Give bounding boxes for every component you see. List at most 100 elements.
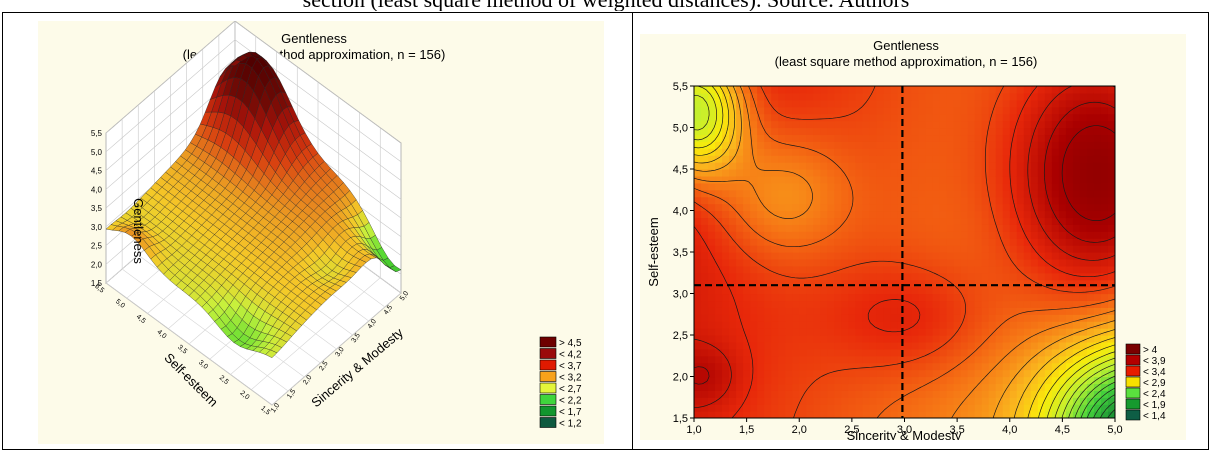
contour-cell — [974, 189, 983, 198]
contour-cell — [841, 196, 849, 205]
surface-z-tick-label: 2,0 — [91, 260, 103, 269]
contour-cell — [1065, 258, 1074, 267]
contour-cell — [1093, 341, 1102, 350]
contour-cell — [799, 397, 807, 405]
contour-cell — [1093, 272, 1102, 281]
contour-cell — [799, 341, 807, 350]
contour-cell — [897, 99, 906, 108]
surface-x-tick-label: 1,5 — [286, 388, 297, 400]
contour-cell — [1002, 390, 1011, 398]
contour-cell — [862, 314, 871, 322]
contour-cell — [827, 307, 835, 315]
contour-cell — [806, 376, 814, 385]
contour-cell — [841, 355, 849, 364]
contour-cell — [827, 162, 835, 170]
contour-cell — [827, 258, 835, 267]
contour-cell — [701, 404, 709, 412]
contour-cell — [1051, 258, 1060, 267]
contour-cell — [1058, 258, 1067, 267]
contour-cell — [967, 92, 976, 101]
contour-cell — [841, 92, 849, 101]
contour-cell — [960, 307, 969, 315]
contour-isoline — [694, 86, 1115, 418]
contour-cell — [848, 376, 856, 385]
contour-cell — [792, 245, 800, 253]
contour-cell — [946, 411, 955, 418]
contour-cell — [946, 321, 955, 329]
contour-cell — [1009, 155, 1018, 163]
contour-cell — [967, 272, 976, 281]
contour-cell — [827, 148, 835, 156]
contour-cell — [750, 148, 758, 156]
contour-cell — [799, 196, 807, 205]
contour-cell — [708, 328, 716, 336]
contour-cell — [1023, 411, 1032, 418]
contour-cell — [778, 175, 786, 184]
contour-cell — [967, 175, 976, 184]
contour-cell — [890, 224, 899, 232]
contour-cell — [1065, 314, 1074, 322]
contour-cell — [1093, 314, 1102, 322]
contour-cell — [967, 169, 976, 177]
contour-cell — [1072, 328, 1081, 336]
contour-cell — [785, 307, 793, 315]
contour-cell — [932, 148, 941, 156]
contour-cell — [778, 383, 786, 391]
contour-cell — [981, 258, 990, 267]
contour-cell — [1037, 231, 1046, 239]
contour-cell — [708, 231, 716, 239]
contour-cell — [701, 355, 709, 364]
contour-cell — [841, 113, 849, 122]
contour-cell — [848, 127, 856, 136]
contour-cell — [1072, 300, 1081, 308]
contour-cell — [1037, 279, 1046, 288]
contour-cell — [743, 279, 751, 288]
contour-cell — [743, 189, 751, 198]
contour-cell — [1100, 383, 1109, 391]
contour-cell — [792, 196, 800, 205]
contour-cell — [995, 335, 1004, 343]
contour-cell — [1009, 265, 1018, 274]
contour-cell — [736, 321, 744, 329]
contour-cell — [855, 355, 863, 364]
contour-cell — [890, 86, 899, 94]
contour-cell — [1044, 265, 1053, 274]
contour-cell — [1065, 127, 1074, 136]
contour-cell — [1030, 341, 1039, 350]
surface-y-tick-label: 3,0 — [197, 359, 209, 371]
contour-cell — [939, 113, 948, 122]
contour-cell — [743, 203, 751, 212]
contour-cell — [981, 134, 990, 142]
contour-cell — [953, 127, 962, 136]
contour-cell — [820, 182, 828, 191]
contour-cell — [897, 196, 906, 205]
contour-cell — [1030, 286, 1039, 295]
contour-cell — [1107, 182, 1115, 191]
contour-cell — [715, 383, 723, 391]
contour-cell — [792, 397, 800, 405]
contour-cell — [988, 148, 997, 156]
contour-cell — [939, 362, 948, 371]
contour-cell — [750, 252, 758, 260]
contour-cell — [813, 245, 821, 253]
contour-cell — [757, 182, 765, 191]
surface-y-tick-label: 1,5 — [259, 405, 271, 417]
contour-cell — [946, 217, 955, 225]
contour-cell — [708, 369, 716, 378]
contour-cell — [806, 335, 814, 343]
contour-cell — [862, 341, 871, 350]
contour-cell — [1086, 390, 1095, 398]
contour-cell — [1086, 265, 1095, 274]
contour-cell — [988, 362, 997, 371]
contour-cell — [792, 307, 800, 315]
contour-cell — [750, 162, 758, 170]
contour-cell — [813, 390, 821, 398]
contour-ticks: 1,0 1,5 2,0 2,5 3,0 3,5 4,0 4,5 5,01,52,02,53,03… — [673, 81, 1123, 436]
contour-cell — [743, 390, 751, 398]
contour-cell — [701, 169, 709, 177]
surface-legend-label: < 3,2 — [559, 373, 582, 384]
contour-cell — [1107, 404, 1115, 412]
contour-cell — [848, 341, 856, 350]
contour-cell — [1044, 307, 1053, 315]
contour-cell — [904, 383, 913, 391]
